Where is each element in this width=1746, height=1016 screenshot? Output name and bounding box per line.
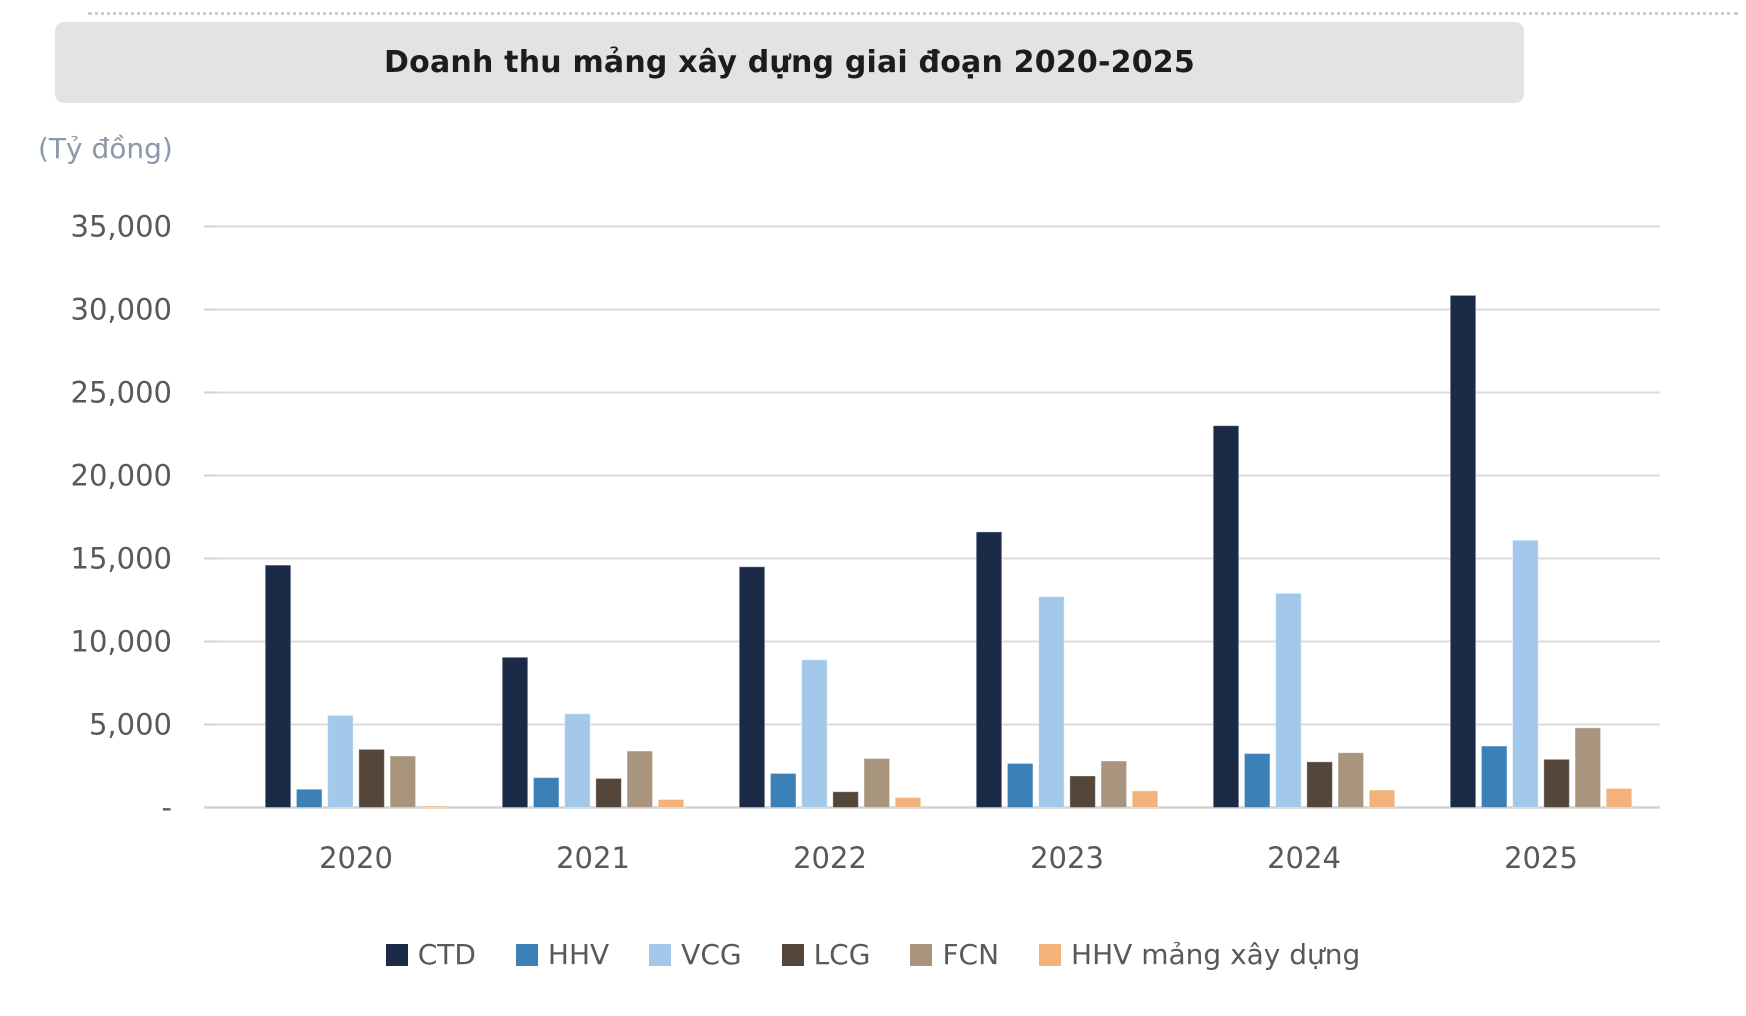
bar-hhv-mang-xay-dung-2024: [1368, 789, 1396, 809]
bar-lcg-2024: [1306, 761, 1333, 808]
legend-label-ctd: CTD: [417, 938, 476, 971]
legend-label-lcg: LCG: [813, 938, 871, 971]
bar-lcg-2021: [595, 777, 622, 809]
bar-fcn-2025: [1574, 727, 1602, 809]
bar-ctd-2025: [1449, 294, 1477, 808]
bar-ctd-2020: [264, 564, 292, 809]
x-axis-label-2024: 2024: [1267, 841, 1341, 875]
bar-fcn-2022: [863, 758, 891, 809]
legend-swatch-hhv-mang-xay-dung: [1039, 943, 1062, 966]
legend-label-fcn: FCN: [942, 938, 1000, 971]
x-axis-label-2025: 2025: [1504, 841, 1578, 875]
y-tick-label-5000: 5,000: [89, 708, 172, 742]
legend-label-vcg: VCG: [681, 938, 742, 971]
legend-item-vcg: VCG: [649, 938, 742, 971]
bar-hhv-mang-xay-dung-2020: [420, 805, 448, 808]
bar-fcn-2020: [389, 755, 417, 808]
bar-hhv-mang-xay-dung-2025: [1605, 787, 1633, 808]
bar-lcg-2022: [832, 791, 859, 808]
x-axis-label-2023: 2023: [1030, 841, 1104, 875]
y-tick-label-25000: 25,000: [71, 376, 172, 410]
bar-hhv-mang-xay-dung-2021: [657, 799, 685, 808]
bar-hhv-2023: [1006, 763, 1034, 809]
chart-title-banner: Doanh thu mảng xây dựng giai đoạn 2020-2…: [55, 22, 1524, 103]
legend-swatch-fcn: [910, 943, 933, 966]
bar-hhv-mang-xay-dung-2022: [894, 797, 922, 808]
y-tick-label-0: -: [162, 791, 172, 825]
dotted-top-border: [88, 12, 1738, 15]
bar-lcg-2020: [358, 748, 385, 809]
legend-item-fcn: FCN: [910, 938, 999, 971]
bar-hhv-2024: [1243, 753, 1271, 808]
y-tick-label-35000: 35,000: [71, 210, 172, 244]
legend-item-ctd: CTD: [385, 938, 476, 971]
bar-vcg-2020: [327, 714, 354, 808]
legend-label-hhv-mang-xay-dung: HHV mảng xây dựng: [1071, 938, 1361, 971]
bar-hhv-2021: [532, 777, 560, 808]
bar-vcg-2023: [1038, 596, 1065, 808]
legend-item-hhv: HHV: [515, 938, 610, 971]
bar-hhv-2025: [1480, 745, 1508, 809]
legend-swatch-hhv: [515, 943, 538, 966]
bar-hhv-2022: [769, 772, 797, 808]
legend-item-lcg: LCG: [781, 938, 871, 971]
y-tick-label-20000: 20,000: [71, 459, 172, 493]
x-axis-label-2020: 2020: [319, 841, 393, 875]
legend-swatch-lcg: [781, 943, 804, 966]
bar-ctd-2022: [738, 566, 766, 808]
bar-lcg-2023: [1069, 775, 1096, 809]
bar-hhv-2020: [295, 788, 323, 808]
x-axis-label-2021: 2021: [556, 841, 630, 875]
legend-label-hhv: HHV: [547, 938, 610, 971]
chart-title: Doanh thu mảng xây dựng giai đoạn 2020-2…: [384, 45, 1195, 80]
bar-lcg-2025: [1543, 758, 1570, 808]
bar-vcg-2024: [1275, 592, 1302, 808]
bar-ctd-2023: [975, 531, 1003, 808]
bar-fcn-2023: [1100, 760, 1128, 809]
y-tick-label-10000: 10,000: [71, 625, 172, 659]
legend-swatch-ctd: [385, 943, 408, 966]
bar-vcg-2021: [564, 713, 591, 809]
legend-item-hhv-mang-xay-dung: HHV mảng xây dựng: [1039, 938, 1360, 971]
chart-legend: CTD HHV VCG LCG FCN HHV mảng xây dựng: [0, 938, 1746, 971]
bar-hhv-mang-xay-dung-2023: [1131, 790, 1159, 809]
legend-swatch-vcg: [649, 943, 672, 966]
y-tick-label-30000: 30,000: [71, 293, 172, 327]
x-axis-label-2022: 2022: [793, 841, 867, 875]
bar-fcn-2024: [1337, 752, 1365, 808]
bar-fcn-2021: [626, 750, 654, 808]
bar-ctd-2021: [501, 656, 529, 809]
bar-ctd-2024: [1212, 425, 1240, 808]
y-axis-unit-label: (Tỷ đồng): [38, 132, 173, 165]
bar-vcg-2025: [1512, 539, 1539, 808]
y-tick-label-15000: 15,000: [71, 542, 172, 576]
bar-vcg-2022: [801, 659, 828, 809]
